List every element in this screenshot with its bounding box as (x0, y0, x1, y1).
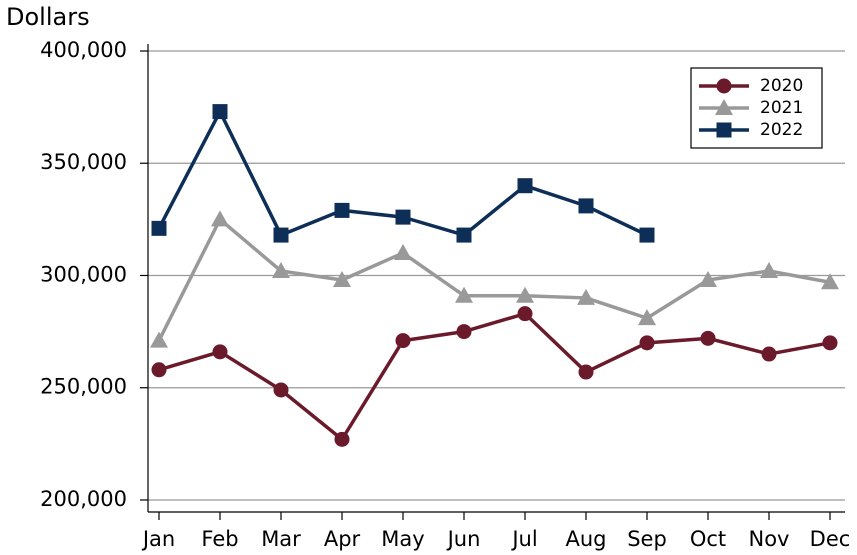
point (395, 333, 411, 349)
point (212, 344, 228, 360)
point (639, 227, 655, 243)
point (456, 324, 472, 340)
point (517, 306, 533, 322)
point (821, 273, 839, 290)
point (334, 202, 350, 218)
legend-marker (716, 78, 732, 94)
x-tick-label: Nov (749, 527, 790, 551)
x-tick-label: Mar (261, 527, 301, 551)
y-tick-label: 200,000 (40, 487, 127, 511)
point (639, 335, 655, 351)
point (760, 261, 778, 278)
x-tick-label: May (381, 527, 424, 551)
point (455, 286, 473, 303)
point (395, 209, 411, 225)
point (516, 286, 534, 303)
point (700, 330, 716, 346)
point (577, 288, 595, 305)
point (699, 270, 717, 287)
point (273, 382, 289, 398)
point (273, 227, 289, 243)
point (272, 261, 290, 278)
y-tick-label: 300,000 (40, 262, 127, 286)
point (456, 227, 472, 243)
point (394, 244, 412, 261)
x-tick-label: Aug (565, 527, 606, 551)
point (333, 270, 351, 287)
legend-label: 2021 (760, 98, 803, 118)
x-tick-label: Dec (810, 527, 851, 551)
legend-marker (716, 122, 732, 138)
point (334, 431, 350, 447)
point (211, 210, 229, 227)
point (761, 346, 777, 362)
series-line (158, 311, 831, 442)
point (212, 104, 228, 120)
x-tick-label: Jun (446, 527, 481, 551)
point (578, 364, 594, 380)
legend-label: 2022 (760, 120, 803, 140)
x-tick-label: Jul (510, 527, 537, 551)
point (638, 309, 656, 326)
point (578, 198, 594, 214)
x-tick-label: Sep (627, 527, 667, 551)
point (517, 178, 533, 194)
series-line (157, 217, 831, 342)
x-tick-label: Jan (141, 527, 175, 551)
point (151, 362, 167, 378)
y-tick-label: 250,000 (40, 375, 127, 399)
x-tick-label: Apr (324, 527, 361, 551)
point (150, 331, 168, 348)
y-tick-label: 350,000 (40, 150, 127, 174)
y-tick-label: 400,000 (40, 38, 127, 62)
legend-marker (715, 99, 733, 115)
point (151, 220, 167, 236)
x-tick-label: Feb (201, 527, 238, 551)
point (822, 335, 838, 351)
x-tick-label: Oct (690, 527, 726, 551)
legend-label: 2020 (760, 76, 803, 96)
y-axis-label: Dollars (6, 3, 90, 31)
